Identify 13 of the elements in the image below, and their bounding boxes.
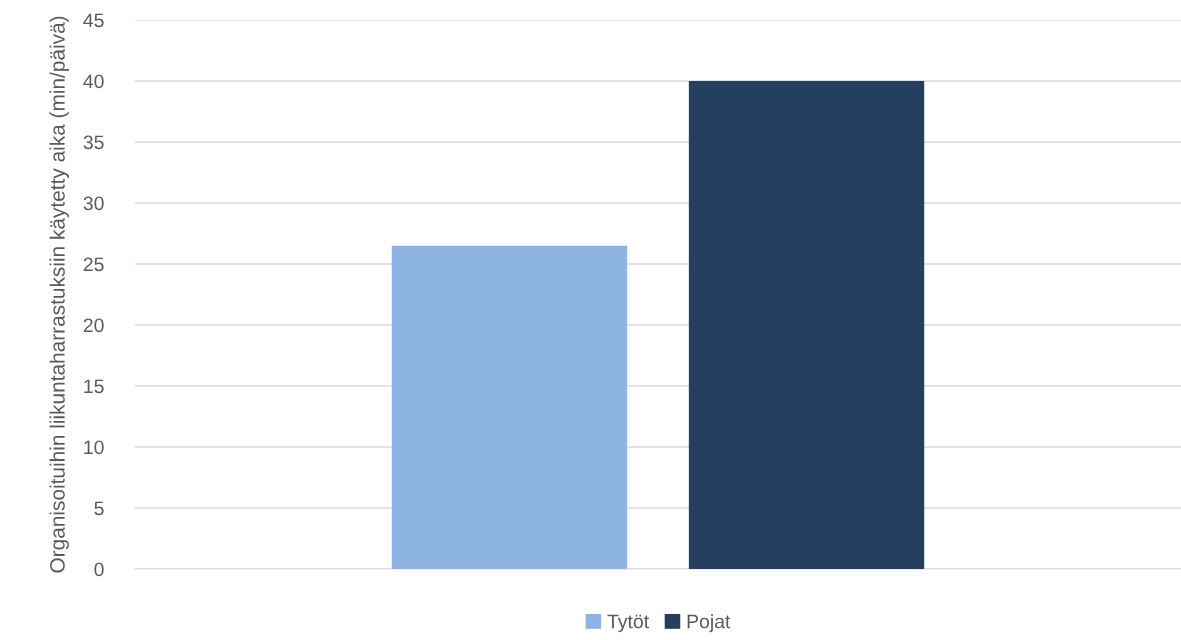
y-tick-label: 30 bbox=[83, 196, 104, 211]
y-axis-title: Organisoituihin liikuntaharrastuksiin käytetty aika (min/päivä) bbox=[49, 16, 69, 573]
y-tick-label: 35 bbox=[83, 135, 104, 150]
y-tick-label: 0 bbox=[94, 562, 104, 577]
y-tick-label: 25 bbox=[83, 257, 104, 272]
y-tick-label: 5 bbox=[94, 501, 104, 516]
y-tick-label: 15 bbox=[84, 379, 104, 394]
y-tick-label: 40 bbox=[83, 74, 104, 89]
legend-label: Tytöt bbox=[607, 614, 649, 633]
y-tick-label: 20 bbox=[83, 318, 104, 333]
y-tick-label: 10 bbox=[84, 440, 104, 455]
y-tick-label: 45 bbox=[83, 13, 104, 28]
legend-label: Pojat bbox=[687, 614, 731, 633]
